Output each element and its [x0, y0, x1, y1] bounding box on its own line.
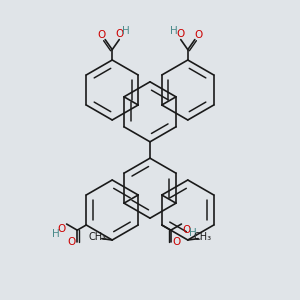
Text: O: O [115, 28, 123, 39]
Text: O: O [67, 238, 75, 248]
Text: H: H [122, 26, 130, 36]
Text: O: O [57, 224, 65, 235]
Text: H: H [52, 229, 60, 238]
Text: H: H [189, 228, 197, 238]
Text: O: O [194, 31, 202, 40]
Text: O: O [173, 238, 181, 248]
Text: O: O [177, 28, 185, 39]
Text: O: O [98, 31, 106, 40]
Text: O: O [183, 224, 191, 235]
Text: CH₃: CH₃ [194, 232, 212, 242]
Text: CH₃: CH₃ [88, 232, 106, 242]
Text: H: H [170, 26, 178, 36]
